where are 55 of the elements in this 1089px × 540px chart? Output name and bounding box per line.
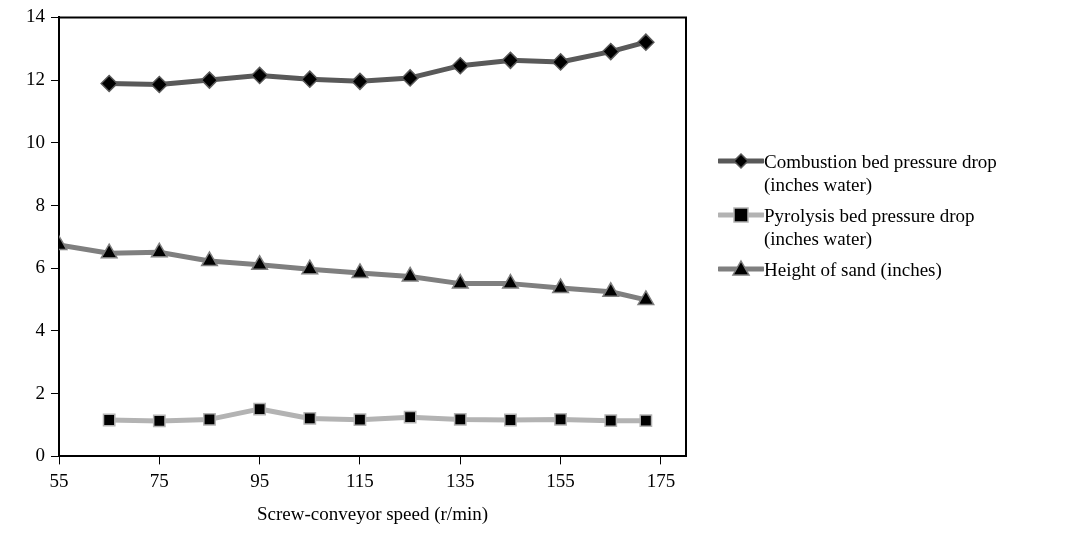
point [253, 402, 267, 416]
y-tick-label: 12 [26, 68, 45, 90]
x-tick-label: 155 [546, 469, 575, 491]
y-tick-label: 0 [35, 444, 45, 466]
point [301, 70, 319, 88]
legend-label: Combustion bed pressure drop (inches water) [764, 150, 998, 196]
point [301, 259, 319, 275]
point [353, 413, 367, 427]
point [351, 263, 369, 279]
point [351, 72, 369, 91]
point [303, 412, 317, 425]
point [251, 255, 269, 271]
y-tick-label: 10 [26, 130, 45, 152]
y-tick-label: 8 [35, 193, 45, 215]
point [602, 282, 620, 298]
point [501, 273, 519, 289]
point [501, 51, 520, 70]
x-tick-label: 75 [149, 469, 169, 491]
point [401, 266, 419, 282]
point [602, 42, 620, 61]
legend-label: Pyrolysis bed pressure drop (inches water) [764, 204, 976, 250]
y-tick-label: 6 [35, 256, 45, 278]
point [150, 75, 169, 94]
point [451, 273, 469, 289]
point [639, 414, 653, 428]
y-tick-label: 14 [26, 5, 46, 27]
point [200, 71, 219, 89]
point [551, 53, 570, 71]
point [102, 413, 116, 427]
point [637, 290, 655, 306]
x-tick-label: 95 [250, 469, 270, 491]
point [604, 414, 618, 428]
legend-label: Height of sand (inches) [764, 258, 943, 281]
point [200, 251, 219, 267]
point [451, 56, 470, 75]
x-tick-label: 175 [646, 469, 676, 491]
point [403, 410, 417, 424]
x-tick-label: 115 [346, 469, 374, 491]
x-axis-title: Screw-conveyor speed (r/min) [256, 502, 489, 525]
point [100, 74, 118, 93]
point [504, 413, 517, 427]
point [152, 414, 166, 428]
y-tick-label: 4 [35, 318, 46, 340]
y-tick-label: 2 [35, 381, 45, 403]
x-tick-label: 135 [446, 469, 475, 491]
point [453, 412, 467, 426]
point [100, 243, 118, 259]
point [552, 278, 570, 294]
x-tick-label: 55 [49, 469, 69, 491]
point [401, 69, 419, 87]
point [203, 412, 216, 426]
point [637, 33, 655, 51]
point [250, 66, 269, 85]
point [150, 242, 168, 258]
point [554, 412, 568, 426]
